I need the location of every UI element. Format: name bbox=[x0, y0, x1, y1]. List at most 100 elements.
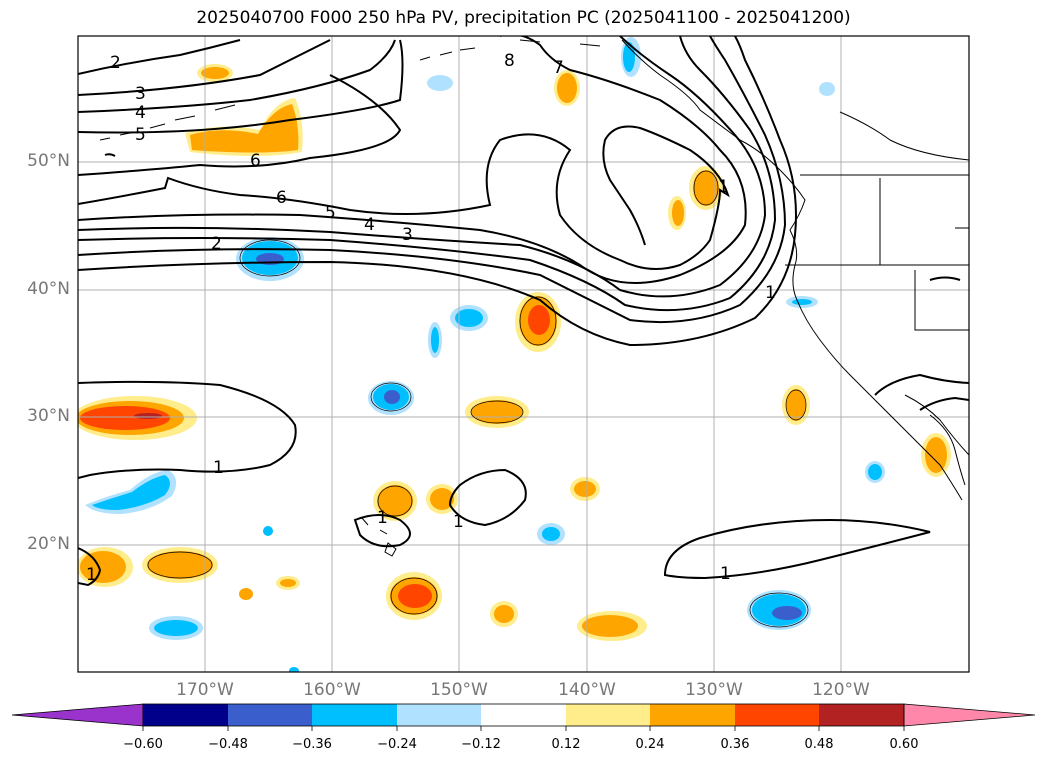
anomaly-blob bbox=[868, 464, 882, 480]
anomaly-blob bbox=[289, 667, 299, 672]
colorbar-segment bbox=[143, 704, 228, 726]
anomaly-blob bbox=[80, 406, 170, 430]
anomaly-blob bbox=[427, 75, 453, 91]
anomaly-blob bbox=[239, 588, 253, 600]
map-title: 2025040700 F000 250 hPa PV, precipitatio… bbox=[196, 8, 851, 28]
anomaly-blob bbox=[455, 309, 483, 327]
anomaly-blob bbox=[672, 200, 684, 226]
pv-contour bbox=[78, 39, 331, 96]
colorbar-segment bbox=[819, 704, 904, 726]
anomaly-outline bbox=[470, 400, 524, 424]
anomaly-blob bbox=[377, 485, 413, 517]
anomaly-blob bbox=[623, 42, 635, 72]
baja-coast bbox=[929, 414, 966, 486]
contour-label: 3 bbox=[135, 84, 146, 104]
anomaly-blob bbox=[80, 551, 126, 583]
colorbar bbox=[11, 703, 1036, 731]
anomaly-blob bbox=[280, 579, 296, 587]
colorbar-tick-label: −0.36 bbox=[292, 737, 332, 752]
anomaly-blob bbox=[494, 605, 514, 623]
anomaly-blob bbox=[557, 73, 577, 103]
state-border bbox=[839, 111, 969, 161]
anomaly-blob bbox=[925, 437, 947, 473]
lat-label-50n: 50°N bbox=[27, 151, 70, 171]
colorbar-tick-label: −0.60 bbox=[123, 737, 163, 752]
contour-label: 1 bbox=[213, 458, 224, 478]
contour-label: 4 bbox=[135, 103, 146, 123]
pv-contour bbox=[448, 468, 527, 527]
alaska-islands bbox=[419, 39, 601, 61]
state-border bbox=[955, 227, 969, 275]
colorbar-segment bbox=[650, 704, 735, 726]
anomaly-blob bbox=[582, 615, 638, 637]
pv-contours bbox=[78, 36, 969, 587]
anomaly-blob bbox=[528, 305, 550, 335]
pv-contour bbox=[78, 39, 241, 75]
colorbar-tick-label: 0.48 bbox=[804, 737, 834, 752]
anomaly-outline bbox=[390, 577, 438, 615]
anomaly-blob bbox=[201, 67, 229, 79]
anomaly-blob bbox=[430, 488, 454, 510]
anomaly-blob bbox=[471, 400, 523, 424]
lon-label-140w: 140°W bbox=[558, 680, 616, 700]
pv-contour bbox=[78, 547, 102, 587]
mexico-interior bbox=[904, 394, 969, 456]
anomaly-blob bbox=[398, 584, 432, 608]
colorbar-segment bbox=[566, 704, 650, 726]
contour-label: 2 bbox=[211, 234, 222, 254]
contour-label: 5 bbox=[135, 125, 146, 145]
pv-contour bbox=[78, 74, 402, 176]
colorbar-tick-label: 0.24 bbox=[635, 737, 665, 752]
graticule bbox=[78, 36, 969, 672]
pv-contour-labels: 2 3 4 5 6 2 3 4 5 6 7 8 1 1 1 1 1 1 1 bbox=[86, 51, 776, 585]
contour-label: 1 bbox=[377, 508, 388, 528]
anomaly-blob bbox=[154, 620, 198, 636]
lon-label-120w: 120°W bbox=[812, 680, 870, 700]
colorbar-tick-label: 0.12 bbox=[551, 737, 581, 752]
pv-contour bbox=[78, 36, 777, 312]
anomaly-blob bbox=[384, 390, 400, 404]
colorbar-tick-label: −0.48 bbox=[208, 737, 248, 752]
pv-contour bbox=[663, 518, 931, 580]
lat-label-30n: 30°N bbox=[27, 406, 70, 426]
contour-label: 1 bbox=[718, 177, 729, 197]
contour-label: 7 bbox=[553, 58, 564, 78]
anomaly-blob bbox=[134, 413, 162, 419]
colorbar-segment bbox=[397, 704, 481, 726]
colorbar-extend-right bbox=[903, 703, 1036, 727]
lon-label-160w: 160°W bbox=[303, 680, 361, 700]
anomaly-blob bbox=[147, 551, 213, 579]
colorbar-tick-label: −0.24 bbox=[377, 737, 417, 752]
coastlines bbox=[99, 39, 969, 557]
pv-contour bbox=[78, 39, 396, 113]
contour-label: 3 bbox=[402, 225, 413, 245]
contour-label: 1 bbox=[453, 512, 464, 532]
anomaly-blob bbox=[574, 481, 596, 497]
anomaly-blob bbox=[819, 82, 835, 96]
lat-label-20n: 20°N bbox=[27, 534, 70, 554]
pv-contour bbox=[78, 36, 747, 284]
lon-label-130w: 130°W bbox=[685, 680, 743, 700]
contour-label: 2 bbox=[110, 53, 121, 73]
anomaly-outline bbox=[749, 592, 809, 628]
pv-contour bbox=[78, 380, 297, 479]
pv-contour bbox=[929, 276, 961, 281]
colorbar-frame bbox=[142, 703, 905, 727]
contour-label: 1 bbox=[86, 565, 97, 585]
colorbar-tick-label: 0.36 bbox=[720, 737, 750, 752]
anomaly-blob bbox=[772, 606, 802, 620]
colorbar-tick-label: −0.12 bbox=[461, 737, 501, 752]
lon-label-150w: 150°W bbox=[430, 680, 488, 700]
pv-contour bbox=[78, 39, 404, 134]
pv-contour bbox=[78, 125, 730, 270]
pv-contour bbox=[104, 153, 116, 157]
contour-label: 4 bbox=[364, 215, 375, 235]
anomaly-blob bbox=[431, 327, 439, 353]
anomaly-outline bbox=[377, 485, 413, 517]
colorbar-segment bbox=[312, 704, 397, 726]
anomaly-blob bbox=[786, 389, 806, 421]
anomaly-blob bbox=[92, 475, 170, 510]
pv-contour bbox=[874, 373, 969, 396]
contour-label: 1 bbox=[765, 283, 776, 303]
